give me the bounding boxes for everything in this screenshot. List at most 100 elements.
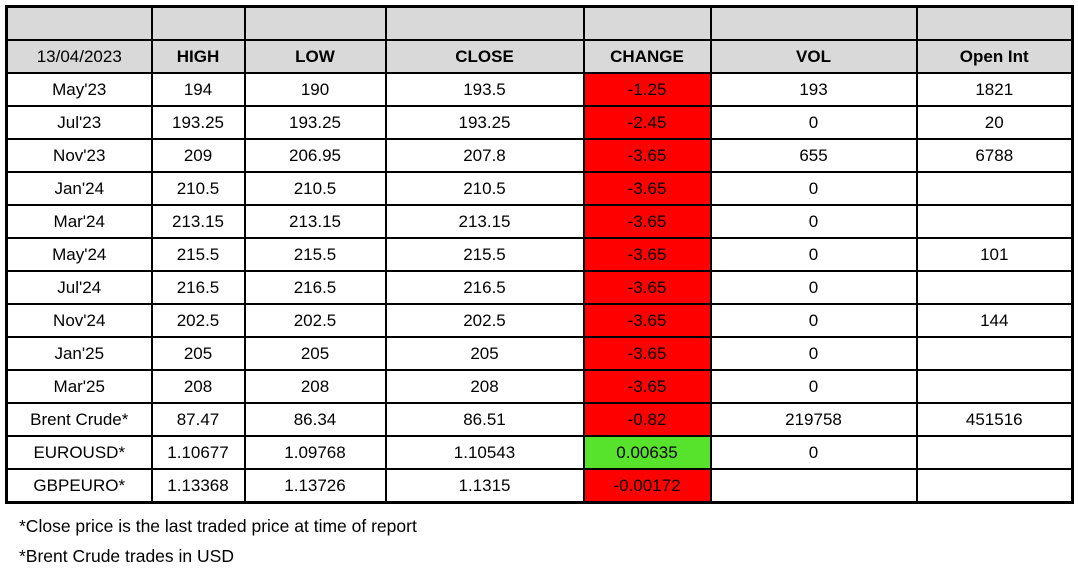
- empty-header-cell: [5, 5, 153, 41]
- close-cell: 193.5: [384, 72, 585, 107]
- open-int-cell: [915, 204, 1074, 239]
- close-cell: 215.5: [384, 237, 585, 272]
- close-cell: 1.1315: [384, 468, 585, 504]
- low-cell: 213.15: [243, 204, 387, 239]
- contract-label: Brent Crude*: [5, 402, 153, 437]
- vol-cell: 219758: [709, 402, 918, 437]
- change-cell: -3.65: [582, 171, 712, 206]
- contract-label: Nov'23: [5, 138, 153, 173]
- table-row: Nov'24 202.5 202.5 202.5 -3.65 0 144: [5, 303, 1074, 338]
- table-row: Jul'23 193.25 193.25 193.25 -2.45 0 20: [5, 105, 1074, 140]
- open-int-cell: 20: [915, 105, 1074, 140]
- close-cell: 202.5: [384, 303, 585, 338]
- table-body: May'23 194 190 193.5 -1.25 193 1821 Jul'23 193.2…: [5, 72, 1074, 504]
- high-cell: 1.13368: [150, 468, 246, 504]
- high-cell: 216.5: [150, 270, 246, 305]
- table-row: Jul'24 216.5 216.5 216.5 -3.65 0: [5, 270, 1074, 305]
- contract-label: Jan'24: [5, 171, 153, 206]
- empty-header-cell: [709, 5, 918, 41]
- vol-cell: 655: [709, 138, 918, 173]
- low-cell: 1.13726: [243, 468, 387, 504]
- contract-label: Mar'24: [5, 204, 153, 239]
- column-header-close: CLOSE: [384, 39, 585, 74]
- change-cell: 0.00635: [582, 435, 712, 470]
- low-cell: 193.25: [243, 105, 387, 140]
- open-int-cell: [915, 369, 1074, 404]
- contract-label: May'24: [5, 237, 153, 272]
- table-row: Nov'23 209 206.95 207.8 -3.65 655 6788: [5, 138, 1074, 173]
- table-row: Jan'25 205 205 205 -3.65 0: [5, 336, 1074, 371]
- low-cell: 86.34: [243, 402, 387, 437]
- column-header-row: 13/04/2023 HIGH LOW CLOSE CHANGE VOL Ope…: [5, 39, 1074, 74]
- vol-cell: 0: [709, 270, 918, 305]
- high-cell: 193.25: [150, 105, 246, 140]
- change-cell: -0.00172: [582, 468, 712, 504]
- footnote-brent-crude: *Brent Crude trades in USD: [19, 546, 234, 566]
- close-cell: 86.51: [384, 402, 585, 437]
- contract-label: GBPEURO*: [5, 468, 153, 504]
- open-int-cell: 144: [915, 303, 1074, 338]
- low-cell: 216.5: [243, 270, 387, 305]
- contract-label: Jul'23: [5, 105, 153, 140]
- close-cell: 213.15: [384, 204, 585, 239]
- contract-label: May'23: [5, 72, 153, 107]
- high-cell: 87.47: [150, 402, 246, 437]
- empty-header-cell: [582, 5, 712, 41]
- vol-cell: 0: [709, 369, 918, 404]
- high-cell: 210.5: [150, 171, 246, 206]
- contract-label: Jan'25: [5, 336, 153, 371]
- low-cell: 1.09768: [243, 435, 387, 470]
- close-cell: 205: [384, 336, 585, 371]
- high-cell: 194: [150, 72, 246, 107]
- contract-label: Mar'25: [5, 369, 153, 404]
- column-header-open-int: Open Int: [915, 39, 1074, 74]
- vol-cell: 0: [709, 171, 918, 206]
- low-cell: 202.5: [243, 303, 387, 338]
- low-cell: 205: [243, 336, 387, 371]
- high-cell: 209: [150, 138, 246, 173]
- table-row: GBPEURO* 1.13368 1.13726 1.1315 -0.00172: [5, 468, 1074, 504]
- open-int-cell: 6788: [915, 138, 1074, 173]
- open-int-cell: [915, 435, 1074, 470]
- empty-header-cell: [150, 5, 246, 41]
- contract-label: EUROUSD*: [5, 435, 153, 470]
- change-cell: -3.65: [582, 336, 712, 371]
- open-int-cell: 101: [915, 237, 1074, 272]
- change-cell: -3.65: [582, 303, 712, 338]
- empty-header-cell: [243, 5, 387, 41]
- open-int-cell: [915, 336, 1074, 371]
- table-row: Mar'25 208 208 208 -3.65 0: [5, 369, 1074, 404]
- low-cell: 215.5: [243, 237, 387, 272]
- open-int-cell: [915, 468, 1074, 504]
- high-cell: 213.15: [150, 204, 246, 239]
- column-header-vol: VOL: [709, 39, 918, 74]
- high-cell: 205: [150, 336, 246, 371]
- column-header-high: HIGH: [150, 39, 246, 74]
- close-cell: 1.10543: [384, 435, 585, 470]
- report-date: 13/04/2023: [5, 39, 153, 74]
- empty-header-cell: [384, 5, 585, 41]
- table-row: Mar'24 213.15 213.15 213.15 -3.65 0: [5, 204, 1074, 239]
- table-row: EUROUSD* 1.10677 1.09768 1.10543 0.00635 0: [5, 435, 1074, 470]
- high-cell: 1.10677: [150, 435, 246, 470]
- high-cell: 202.5: [150, 303, 246, 338]
- vol-cell: 0: [709, 336, 918, 371]
- high-cell: 215.5: [150, 237, 246, 272]
- footnotes: *Close price is the last traded price at…: [5, 511, 1078, 571]
- close-cell: 193.25: [384, 105, 585, 140]
- empty-header-row: [5, 5, 1074, 41]
- open-int-cell: [915, 270, 1074, 305]
- change-cell: -1.25: [582, 72, 712, 107]
- vol-cell: 193: [709, 72, 918, 107]
- empty-header-cell: [915, 5, 1074, 41]
- table-row: Brent Crude* 87.47 86.34 86.51 -0.82 219758 45…: [5, 402, 1074, 437]
- vol-cell: 0: [709, 237, 918, 272]
- vol-cell: 0: [709, 435, 918, 470]
- close-cell: 216.5: [384, 270, 585, 305]
- table-row: May'23 194 190 193.5 -1.25 193 1821: [5, 72, 1074, 107]
- futures-price-table: 13/04/2023 HIGH LOW CLOSE CHANGE VOL Ope…: [5, 5, 1074, 504]
- change-cell: -3.65: [582, 204, 712, 239]
- column-header-low: LOW: [243, 39, 387, 74]
- open-int-cell: 451516: [915, 402, 1074, 437]
- low-cell: 206.95: [243, 138, 387, 173]
